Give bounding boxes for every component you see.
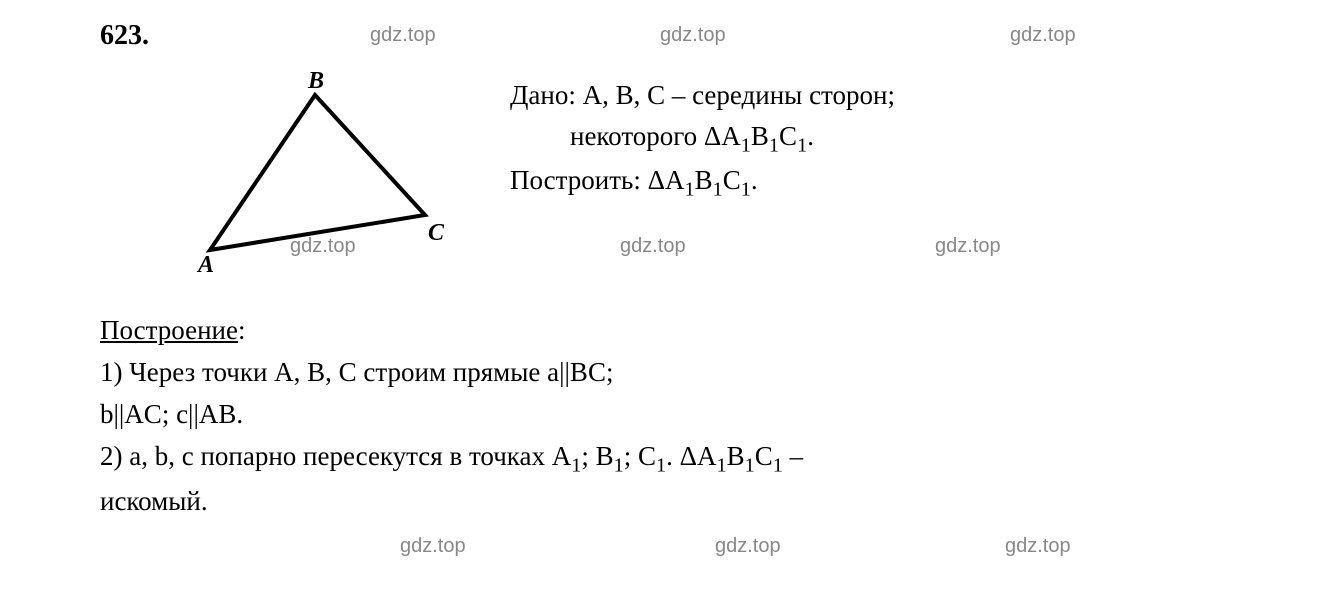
watermark-text: gdz.top xyxy=(370,24,436,47)
construction-step1: 1) Через точки A, B, C строим прямые a||… xyxy=(100,352,1250,394)
watermark-text: gdz.top xyxy=(660,24,726,47)
watermark-text: gdz.top xyxy=(715,535,781,558)
watermark-text: gdz.top xyxy=(935,235,1001,258)
construction-section: Построение: 1) Через точки A, B, C строи… xyxy=(100,310,1250,523)
vertex-label-c: C xyxy=(428,220,444,247)
triangle-figure: A B C xyxy=(180,80,460,260)
watermark-text: gdz.top xyxy=(620,235,686,258)
triangle-shape xyxy=(210,95,425,250)
given-section: Дано: A, B, C – середины сторон; некотор… xyxy=(510,75,895,205)
watermark-text: gdz.top xyxy=(400,535,466,558)
vertex-label-b: B xyxy=(308,68,324,95)
given-line2: некоторого ΔA1B1C1. xyxy=(510,116,895,161)
given-line3: Построить: ΔA1B1C1. xyxy=(510,160,895,205)
given-line1: Дано: A, B, C – середины сторон; xyxy=(510,75,895,116)
triangle-svg xyxy=(180,80,460,260)
construction-heading: Построение: xyxy=(100,310,1250,352)
watermark-text: gdz.top xyxy=(1010,24,1076,47)
problem-number: 623. xyxy=(100,20,149,52)
construction-step2: 2) a, b, c попарно пересекутся в точках … xyxy=(100,436,1250,482)
construction-step1b: b||AC; c||AB. xyxy=(100,394,1250,436)
construction-step3: искомый. xyxy=(100,481,1250,523)
vertex-label-a: A xyxy=(198,252,214,279)
watermark-text: gdz.top xyxy=(1005,535,1071,558)
